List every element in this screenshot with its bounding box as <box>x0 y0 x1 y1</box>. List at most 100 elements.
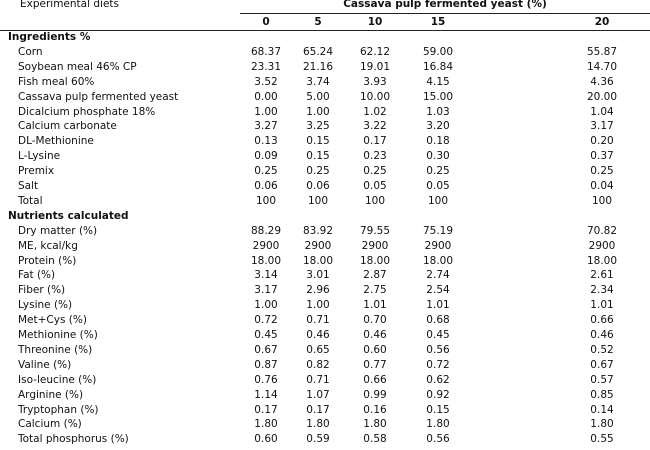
row-label: Fat (%) <box>18 269 56 282</box>
cell: 4.36 <box>590 75 614 88</box>
cell: 2900 <box>588 239 616 252</box>
cell: 0.05 <box>363 180 387 192</box>
cell: 59.00 <box>422 45 454 58</box>
row-label: Met+Cys (%) <box>18 314 87 327</box>
cell: 23.31 <box>250 60 282 73</box>
cell: 0.23 <box>363 150 387 163</box>
cell: 1.01 <box>590 299 614 312</box>
header-label: Experimental diets <box>20 0 119 10</box>
cell: 3.93 <box>363 75 387 88</box>
row-label: Total phosphorus (%) <box>18 433 129 446</box>
cell: 79.55 <box>359 224 391 237</box>
row-label: Tryptophan (%) <box>18 403 99 416</box>
cell: 75.19 <box>422 224 454 237</box>
cell: 0.46 <box>306 329 330 341</box>
cell: 1.01 <box>363 299 387 312</box>
cell: 0.60 <box>363 343 387 356</box>
cell: 2900 <box>304 239 332 252</box>
cell: 100 <box>255 194 277 207</box>
cell: 15.00 <box>422 90 454 103</box>
cell: 100 <box>591 194 613 207</box>
cell: 1.03 <box>426 105 450 118</box>
cell: 0.62 <box>426 373 450 386</box>
cell: 70.82 <box>586 224 618 237</box>
cell: 0.66 <box>363 373 387 386</box>
cell: 19.01 <box>359 60 391 73</box>
row-label: Fiber (%) <box>18 284 66 297</box>
cell: 3.27 <box>254 120 278 133</box>
cell: 0.70 <box>363 314 387 327</box>
row-label: Soybean meal 46% CP <box>18 60 137 73</box>
row-label: Arginine (%) <box>18 388 84 401</box>
cell: 0.04 <box>590 180 614 192</box>
row-label: DL-Methionine <box>18 135 94 148</box>
cell: 1.00 <box>254 299 278 312</box>
cell: 0.72 <box>426 358 450 371</box>
cell: 0.18 <box>426 135 450 148</box>
cell: 0.68 <box>426 314 450 327</box>
cell: 0.17 <box>363 135 387 148</box>
cell: 2.96 <box>306 284 330 297</box>
cell: 3.01 <box>306 269 330 282</box>
cell: 2.61 <box>590 269 614 282</box>
cell: 1.80 <box>254 418 278 431</box>
cell: 0.87 <box>254 358 278 371</box>
level-header: 0 <box>262 16 270 28</box>
cell: 2.34 <box>590 284 614 297</box>
cell: 0.17 <box>254 403 278 416</box>
cell: 0.67 <box>254 343 278 356</box>
cell: 0.56 <box>426 433 450 446</box>
row-label: Valine (%) <box>18 358 72 371</box>
cell: 3.14 <box>254 269 278 282</box>
cell: 88.29 <box>250 224 282 237</box>
cell: 65.24 <box>302 45 334 58</box>
cell: 0.25 <box>363 165 387 178</box>
cell: 0.45 <box>426 329 450 341</box>
cell: 18.00 <box>586 254 618 267</box>
cell: 5.00 <box>306 90 330 103</box>
row-label: Threonine (%) <box>18 343 93 356</box>
cell: 0.15 <box>426 403 450 416</box>
cell: 20.00 <box>586 90 618 103</box>
row-label: Calcium carbonate <box>18 120 117 133</box>
cell: 0.45 <box>254 329 278 341</box>
cell: 0.72 <box>254 314 278 327</box>
cell: 68.37 <box>250 45 282 58</box>
cell: 0.71 <box>306 373 330 386</box>
cell: 0.57 <box>590 373 614 386</box>
cell: 62.12 <box>359 45 391 58</box>
cell: 0.66 <box>590 314 614 327</box>
cell: 0.56 <box>426 343 450 356</box>
cell: 0.71 <box>306 314 330 327</box>
section-title: Nutrients calculated <box>8 209 129 222</box>
cell: 0.15 <box>306 150 330 163</box>
level-header: 20 <box>594 16 610 28</box>
cell: 0.77 <box>363 358 387 371</box>
rule <box>240 13 650 14</box>
cell: 2.75 <box>363 284 387 297</box>
cell: 0.14 <box>590 403 614 416</box>
cell: 55.87 <box>586 45 618 58</box>
cell: 1.00 <box>254 105 278 118</box>
cell: 3.22 <box>363 120 387 133</box>
row-label: L-Lysine <box>18 150 61 163</box>
cell: 3.52 <box>254 75 278 88</box>
cell: 0.06 <box>306 180 330 192</box>
cell: 1.80 <box>306 418 330 431</box>
row-label: Corn <box>18 45 43 58</box>
cell: 0.25 <box>306 165 330 178</box>
cell: 14.70 <box>586 60 618 73</box>
cell: 4.15 <box>426 75 450 88</box>
cell: 18.00 <box>359 254 391 267</box>
cell: 18.00 <box>302 254 334 267</box>
cell: 0.25 <box>590 165 614 178</box>
cell: 3.17 <box>590 120 614 133</box>
cell: 0.20 <box>590 135 614 148</box>
level-header: 10 <box>367 16 383 28</box>
cell: 0.37 <box>590 150 614 163</box>
section-title: Ingredients % <box>8 31 91 43</box>
cell: 2900 <box>361 239 389 252</box>
cell: 0.05 <box>426 180 450 192</box>
cell: 1.80 <box>363 418 387 431</box>
